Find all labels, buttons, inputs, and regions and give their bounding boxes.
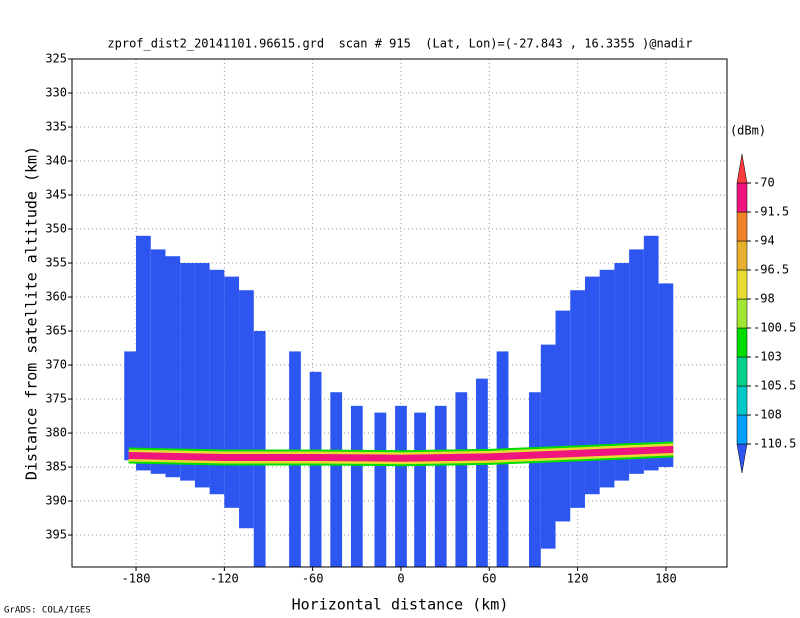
- swath-column: [570, 290, 585, 508]
- x-tick-label: -180: [122, 572, 151, 586]
- y-tick-label: 380: [45, 426, 67, 440]
- swath-column: [209, 269, 225, 495]
- colorbar-swatch: [736, 385, 748, 416]
- x-tick-label: 120: [567, 572, 589, 586]
- swath-column: [180, 263, 195, 481]
- y-tick-label: 335: [45, 120, 67, 134]
- y-tick-label: 370: [45, 358, 67, 372]
- colorbar-level: -108: [753, 408, 782, 422]
- swath-column: [476, 378, 488, 567]
- swath-column: [253, 331, 266, 567]
- y-tick-label: 375: [45, 392, 67, 406]
- plot-frame: [71, 58, 728, 568]
- x-tick-label: -120: [210, 572, 239, 586]
- y-tick-label: 345: [45, 188, 67, 202]
- swath-column: [150, 249, 166, 474]
- colorbar-swatch: [736, 443, 748, 474]
- swath-column: [350, 405, 363, 567]
- colorbar-swatch: [736, 356, 748, 387]
- colorbar-level: -96.5: [753, 263, 789, 277]
- y-tick-label: 360: [45, 290, 67, 304]
- colorbar-swatch: [736, 240, 748, 271]
- footer: GrADS: COLA/IGES: [4, 606, 91, 616]
- swath-column: [124, 351, 137, 461]
- colorbar-label: (dBm): [730, 124, 766, 138]
- y-tick-label: 355: [45, 256, 67, 270]
- colorbar-level: -100.5: [753, 321, 796, 335]
- y-tick-label: 330: [45, 86, 67, 100]
- y-tick-label: 350: [45, 222, 67, 236]
- colorbar-swatch: [736, 327, 748, 358]
- colorbar-level: -94: [753, 234, 775, 248]
- swath-column: [614, 263, 630, 481]
- swath-column: [629, 249, 644, 474]
- swath-column: [309, 371, 322, 567]
- y-tick-label: 385: [45, 460, 67, 474]
- swath-column: [239, 290, 254, 529]
- colorbar-swatch: [736, 153, 748, 184]
- y-tick-label: 390: [45, 494, 67, 508]
- x-tick-label: 0: [397, 572, 404, 586]
- colorbar-swatch: [736, 269, 748, 300]
- swath-column: [165, 256, 181, 478]
- colorbar-level: -105.5: [753, 379, 796, 393]
- y-tick-label: 395: [45, 528, 67, 542]
- swath-column: [434, 405, 447, 567]
- swath-column: [455, 392, 468, 567]
- swath-column: [584, 276, 600, 495]
- y-axis-label: Distance from satellite altitude (km): [23, 146, 41, 480]
- swath-column: [330, 392, 343, 567]
- colorbar-swatch: [736, 414, 748, 445]
- swath-column: [529, 392, 541, 567]
- swath-column: [555, 310, 571, 522]
- colorbar-level: -70: [753, 176, 775, 190]
- swath-column: [395, 405, 407, 567]
- swath-column: [414, 412, 426, 567]
- swath-column: [643, 235, 659, 471]
- colorbar-level: -110.5: [753, 437, 796, 451]
- x-axis-label: Horizontal distance (km): [292, 596, 509, 614]
- swath-column: [136, 235, 151, 471]
- colorbar-swatch: [736, 182, 748, 213]
- colorbar-level: -103: [753, 350, 782, 364]
- swath-column: [374, 412, 387, 567]
- x-tick-label: 60: [482, 572, 496, 586]
- surface-echo: [128, 445, 674, 462]
- colorbar-swatch: [736, 298, 748, 329]
- colorbar-level: -98: [753, 292, 775, 306]
- chart-title: zprof_dist2_20141101.96615.grd scan # 91…: [107, 37, 692, 51]
- swath-column: [658, 283, 674, 468]
- colorbar-level: -91.5: [753, 205, 789, 219]
- x-tick-label: -60: [302, 572, 324, 586]
- y-tick-label: 325: [45, 52, 67, 66]
- swath-column: [224, 276, 240, 508]
- y-tick-label: 340: [45, 154, 67, 168]
- swath-column: [194, 263, 210, 488]
- swath-column: [599, 269, 615, 488]
- y-tick-label: 365: [45, 324, 67, 338]
- colorbar-swatch: [736, 211, 748, 242]
- x-tick-label: 180: [655, 572, 677, 586]
